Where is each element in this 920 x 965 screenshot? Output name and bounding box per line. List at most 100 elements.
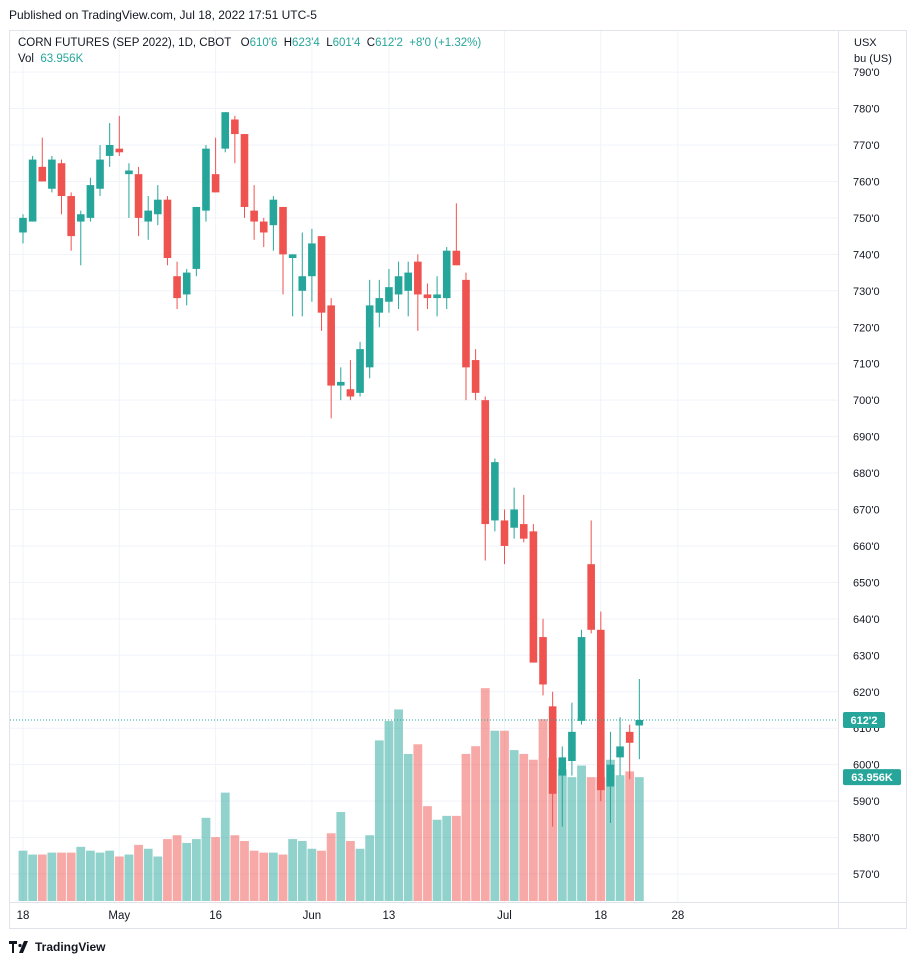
candle-body[interactable] [442,250,451,299]
last-price-badge [843,711,885,728]
volume-bar [394,709,403,901]
candle-body[interactable] [625,731,634,743]
candle-body[interactable] [577,637,586,721]
volume-bar [461,753,471,901]
candle-body[interactable] [616,746,624,758]
candle-body[interactable] [259,221,268,233]
candle-body[interactable] [394,276,403,295]
candle-body[interactable] [211,174,220,193]
volume-bar [374,740,384,901]
candle-body[interactable] [548,706,557,794]
volume-bar [586,777,596,901]
price-tick-label: 590'0 [853,796,880,808]
volume-bar [57,852,66,901]
candle-body[interactable] [423,294,432,299]
candle-body[interactable] [519,524,528,539]
symbol-name[interactable]: CORN FUTURES (SEP 2022), 1D, CBOT [18,37,232,49]
volume-bar [172,835,182,901]
candle-body[interactable] [414,261,422,295]
candle-body[interactable] [356,349,364,393]
candle-body[interactable] [529,531,538,663]
candle-body[interactable] [539,637,547,685]
candle-body[interactable] [597,629,605,791]
candle-body[interactable] [510,509,518,528]
candle-body[interactable] [279,206,287,255]
price-tick-label: 570'0 [853,869,880,881]
candle-body[interactable] [125,170,133,175]
volume-bar [201,817,211,901]
candle-body[interactable] [481,400,490,525]
candle-body[interactable] [433,294,441,299]
price-unit: USX bu (US) [854,35,892,67]
candle-body[interactable] [375,298,384,313]
candle-body[interactable] [471,360,480,393]
ohlc-row: CORN FUTURES (SEP 2022), 1D, CBOT O610'6… [18,35,481,51]
candle-body[interactable] [76,214,85,222]
candle-body[interactable] [308,243,316,277]
volume-bar [278,854,288,901]
volume-bar [47,852,57,901]
change-value: +8'0 (+1.32%) [409,37,482,49]
candle-body[interactable] [346,389,355,397]
price-tick-label: 710'0 [853,359,880,371]
volume-row: Vol 63.956K [18,51,481,67]
candle-body[interactable] [385,287,393,302]
candle-body[interactable] [221,112,230,149]
volume-bar [76,846,86,901]
candle-body[interactable] [558,757,567,776]
candle-body[interactable] [298,276,307,291]
vol-label[interactable]: Vol [18,53,34,65]
candle-body[interactable] [491,462,499,521]
candle-body[interactable] [154,199,162,215]
volume-bar [163,839,172,901]
candle-body[interactable] [231,119,239,135]
candle-body[interactable] [48,159,56,189]
candle-body[interactable] [192,206,201,269]
candle-body[interactable] [365,305,374,368]
candle-body[interactable] [163,199,172,258]
candle-body[interactable] [404,272,412,291]
candle-body[interactable] [568,731,576,762]
volume-bar [288,839,298,901]
time-tick-label: May [108,910,130,922]
candle-body[interactable] [462,279,470,368]
volume-bar [557,769,567,901]
candle-body[interactable] [635,719,644,726]
volume-bar [86,850,95,901]
candle-body[interactable] [173,276,181,299]
open-value: 610'6 [249,37,278,49]
candle-body[interactable] [96,159,104,189]
candle-body[interactable] [38,166,47,182]
candle-body[interactable] [240,134,249,207]
volume-bar [403,753,413,901]
candle-body[interactable] [19,217,27,233]
chart-legend: CORN FUTURES (SEP 2022), 1D, CBOT O610'6… [18,35,481,67]
candle-body[interactable] [57,163,66,197]
candle-body[interactable] [587,564,595,630]
candle-body[interactable] [269,199,278,226]
candle-body[interactable] [327,305,335,386]
volume-bar [442,815,452,901]
candle-body[interactable] [182,272,191,295]
candle-body[interactable] [336,381,345,386]
candle-body[interactable] [144,210,152,222]
candle-body[interactable] [250,210,258,222]
volume-bar [249,850,259,901]
candle-body[interactable] [67,196,75,237]
candle-body[interactable] [86,185,95,218]
candle-body[interactable] [317,236,326,313]
price-tick-label: 700'0 [853,395,880,407]
candle-body[interactable] [115,148,124,153]
time-tick-label: 13 [383,910,396,922]
price-tick-label: 670'0 [853,505,880,517]
candle-body[interactable] [105,145,114,156]
candle-body[interactable] [606,764,615,787]
candle-body[interactable] [134,174,143,218]
candle-body[interactable] [288,254,297,258]
currency-label: USX [854,37,877,49]
candle-body[interactable] [202,148,210,211]
candle-body[interactable] [28,159,37,222]
candle-body[interactable] [452,250,461,266]
candle-body[interactable] [500,520,509,546]
